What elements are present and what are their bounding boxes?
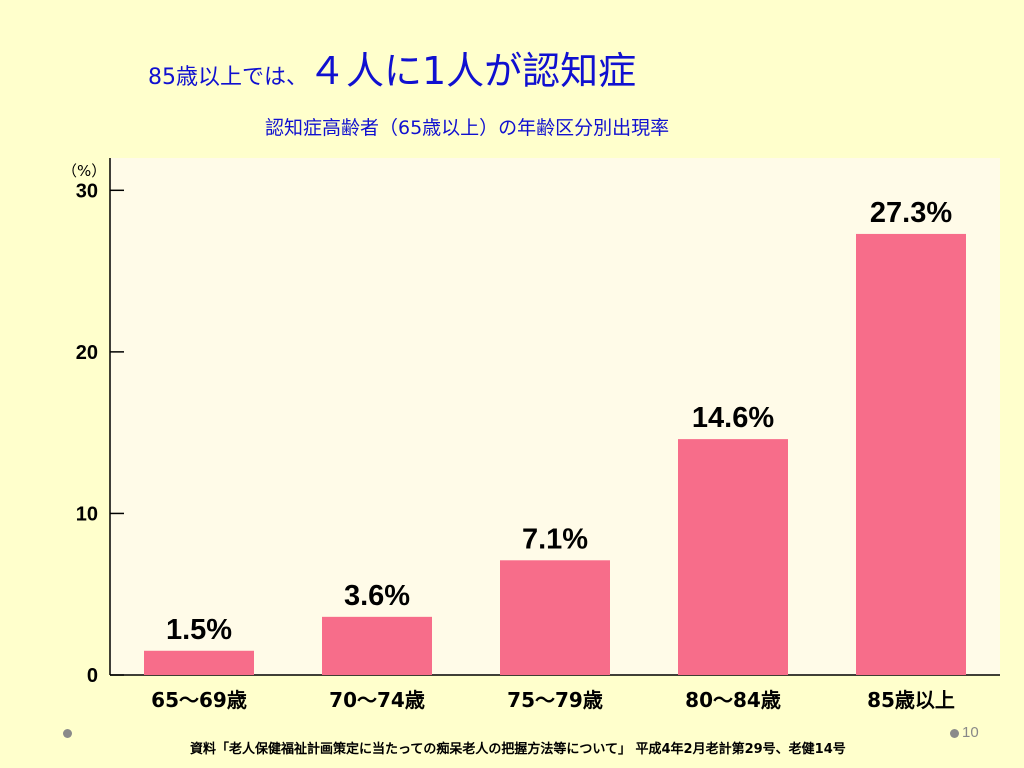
bar-value-label: 3.6%	[344, 580, 410, 612]
bar-value-label: 7.1%	[522, 523, 588, 555]
x-category-label: 65～69歳	[151, 688, 247, 712]
bar	[322, 616, 432, 675]
title-main: ４人に1人が認知症	[308, 49, 637, 93]
title-prefix: 85歳以上では、	[148, 65, 308, 90]
bar	[500, 560, 610, 675]
chart-subtitle: 認知症高齢者（65歳以上）の年齢区分別出現率	[265, 117, 670, 139]
bar	[144, 650, 254, 675]
slide-title: 85歳以上では、４人に1人が認知症	[148, 40, 636, 95]
bar	[856, 233, 966, 675]
bar-value-label: 1.5%	[166, 614, 232, 646]
bar	[678, 439, 788, 675]
x-category-label: 75～79歳	[507, 688, 603, 712]
source-note: 資料「老人保健福祉計画策定に当たっての痴呆老人の把握方法等について」 平成4年2…	[190, 742, 846, 757]
x-category-label: 70～74歳	[329, 688, 425, 712]
bar-value-label: 27.3%	[870, 197, 952, 229]
bullet-dot-right	[950, 729, 959, 738]
y-tick-label: 30	[76, 180, 98, 202]
y-tick-label: 0	[87, 665, 98, 687]
page-number: 10	[962, 724, 979, 741]
bar-chart: （%） 0 10 20 30 1.5% 65～69歳 3.6% 70～74歳 7.1% 75～7…	[62, 158, 1000, 712]
y-tick-label: 20	[76, 342, 98, 364]
x-category-label: 85歳以上	[867, 688, 955, 712]
x-category-label: 80～84歳	[685, 688, 781, 712]
y-axis-unit-label: （%）	[62, 162, 106, 180]
bullet-dot-left	[63, 729, 72, 738]
bar-value-label: 14.6%	[692, 402, 774, 434]
y-tick-label: 10	[76, 503, 98, 525]
